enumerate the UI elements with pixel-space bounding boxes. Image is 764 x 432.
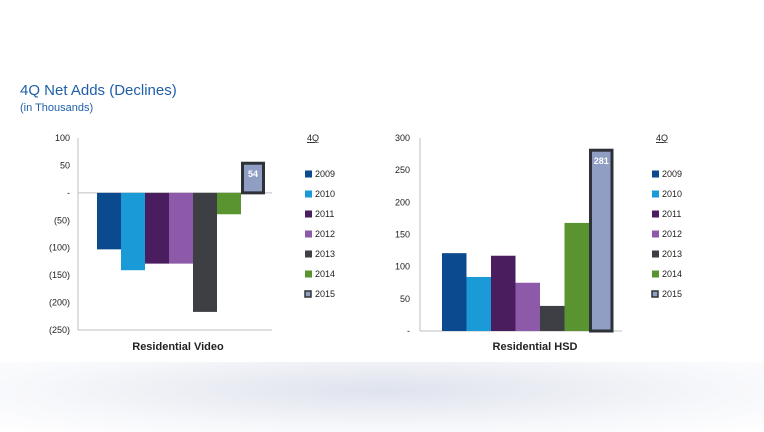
legend-label-2011: 2011 xyxy=(315,209,334,219)
bar-2010 xyxy=(466,276,491,331)
y-tick-label: (50) xyxy=(54,215,70,225)
legend-swatch-2009 xyxy=(305,170,312,178)
background-fade xyxy=(0,362,764,432)
legend-label-2015: 2015 xyxy=(662,289,682,299)
legend-swatch-2012 xyxy=(305,230,312,238)
legend-swatch-2011 xyxy=(652,210,659,218)
bar-2012 xyxy=(515,282,540,331)
bar-2011 xyxy=(491,255,516,331)
legend-label-2012: 2012 xyxy=(662,229,682,239)
y-tick-label: (250) xyxy=(49,325,70,335)
legend-label-2013: 2013 xyxy=(315,249,335,259)
bar-2011 xyxy=(145,192,169,264)
page-subtitle: (in Thousands) xyxy=(20,102,94,114)
legend-label-2014: 2014 xyxy=(315,269,335,279)
y-tick-label: 250 xyxy=(395,165,410,175)
legend-label-2014: 2014 xyxy=(662,269,682,279)
legend-swatch-2010 xyxy=(652,190,659,198)
y-tick-label: 200 xyxy=(395,197,410,207)
y-tick-label: 50 xyxy=(400,294,410,304)
legend-swatch-2014 xyxy=(305,270,312,278)
legend-label-2009: 2009 xyxy=(662,169,682,179)
bar-2014 xyxy=(217,192,241,215)
y-tick-label: (150) xyxy=(49,270,70,280)
data-label-2015: 54 xyxy=(248,169,258,179)
legend-swatch-2014 xyxy=(652,270,659,278)
bar-2012 xyxy=(169,192,193,264)
bar-2013 xyxy=(193,192,217,312)
legend-heading: 4Q xyxy=(656,133,668,143)
y-tick-label: 150 xyxy=(395,230,410,240)
legend-label-2013: 2013 xyxy=(662,249,682,259)
bar-2015 xyxy=(241,161,265,195)
bar-2014 xyxy=(564,222,589,331)
bar-2015 xyxy=(589,148,614,333)
data-label-2015: 281 xyxy=(594,156,609,166)
y-tick-label: (100) xyxy=(49,243,70,253)
y-tick-label: - xyxy=(407,326,410,336)
legend-label-2015: 2015 xyxy=(315,289,335,299)
bar-2013 xyxy=(540,305,565,331)
legend-label-2010: 2010 xyxy=(315,189,335,199)
bar-2009 xyxy=(97,192,121,250)
legend-swatch-2013 xyxy=(652,250,659,258)
legend-swatch-2012 xyxy=(652,230,659,238)
y-tick-label: 100 xyxy=(55,133,70,143)
page-title: 4Q Net Adds (Declines) xyxy=(20,82,177,99)
legend-label-2010: 2010 xyxy=(662,189,682,199)
legend-swatch-2015 xyxy=(304,290,312,298)
legend-label-2009: 2009 xyxy=(315,169,335,179)
y-tick-label: (200) xyxy=(49,298,70,308)
legend-swatch-2009 xyxy=(652,170,659,178)
legend-label-2011: 2011 xyxy=(662,209,681,219)
legend-heading: 4Q xyxy=(307,133,319,143)
y-tick-label: 100 xyxy=(395,262,410,272)
y-tick-label: 50 xyxy=(60,160,70,170)
y-tick-label: - xyxy=(67,188,70,198)
legend-swatch-2011 xyxy=(305,210,312,218)
x-axis-label: Residential HSD xyxy=(493,341,578,353)
legend-swatch-2013 xyxy=(305,250,312,258)
legend-swatch-2015 xyxy=(651,290,659,298)
legend-label-2012: 2012 xyxy=(315,229,335,239)
bar-2009 xyxy=(442,253,467,331)
y-tick-label: 300 xyxy=(395,133,410,143)
bar-2010 xyxy=(121,192,145,271)
legend-swatch-2010 xyxy=(305,190,312,198)
x-axis-label: Residential Video xyxy=(132,341,224,353)
